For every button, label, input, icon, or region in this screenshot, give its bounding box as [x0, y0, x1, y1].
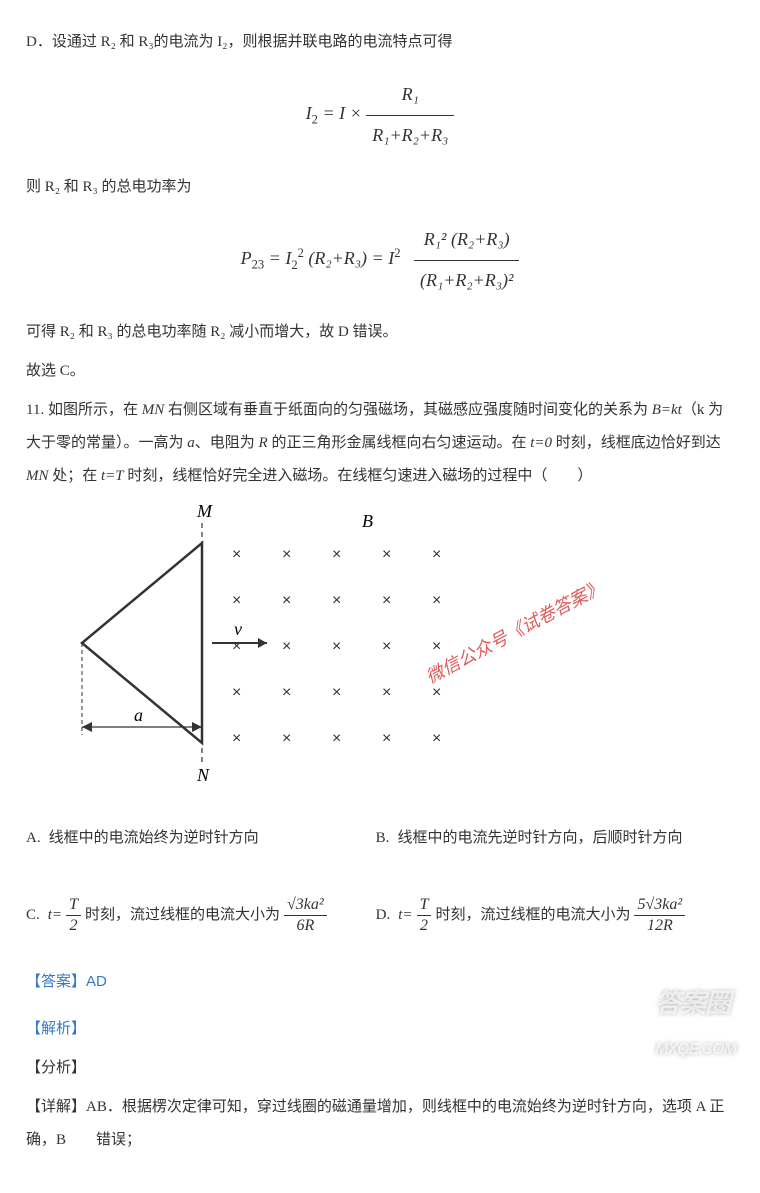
corner-watermark: 答案圈 MXQE.COM — [655, 975, 736, 1067]
option-B-text: 线框中的电流先逆时针方向，后顺时针方向 — [397, 822, 682, 855]
answer-value: AD — [86, 973, 107, 990]
svg-text:×: × — [432, 546, 441, 563]
svg-text:×: × — [332, 592, 341, 609]
svg-text:×: × — [232, 546, 241, 563]
paragraph-D-conclusion: 可得 R₂ 和 R₃ 的总电功率随 R₂ 减小而增大，故 D 错误。 — [26, 316, 734, 349]
svg-text:×: × — [232, 592, 241, 609]
svg-text:×: × — [382, 592, 391, 609]
v-label: v — [234, 619, 242, 639]
option-D-label: D. — [376, 899, 391, 932]
option-B-label: B. — [376, 822, 390, 855]
detail-row: 【详解】AB．根据楞次定律可知，穿过线圈的磁通量增加，则线框中的电流始终为逆时针… — [26, 1091, 734, 1157]
option-A: A. 线框中的电流始终为逆时针方向 — [26, 822, 352, 855]
option-C-frac1: T 2 — [66, 895, 81, 934]
svg-text:×: × — [432, 592, 441, 609]
numerator: R₁ — [366, 75, 454, 116]
a-dim-arrow-right — [192, 722, 202, 732]
paragraph-power-intro: 则 R₂ 和 R₃ 的总电功率为 — [26, 171, 734, 204]
detail-text: AB．根据楞次定律可知，穿过线圈的磁通量增加，则线框中的电流始终为逆时针方向，选… — [26, 1099, 724, 1148]
corner-wm-line2: MXQE.COM — [655, 1032, 736, 1067]
q11-figure: M N B ××××× ××××× ××××× ××××× ××××× v a … — [62, 503, 734, 796]
eq: = I × — [322, 103, 366, 123]
option-C-mid: 时刻，流过线框的电流大小为 — [85, 899, 280, 932]
option-D-prefix: t= — [398, 899, 412, 932]
option-C-result: √3ka² 6R — [284, 895, 327, 934]
paren1: (R₂+R₃) = I — [308, 248, 394, 268]
M-label: M — [196, 503, 213, 521]
option-D-result: 5√3ka² 12R — [634, 895, 685, 934]
numerator: R₁² (R₂+R₃) — [414, 220, 519, 261]
svg-text:×: × — [332, 638, 341, 655]
svg-text:×: × — [282, 546, 291, 563]
q11-options: A. 线框中的电流始终为逆时针方向 B. 线框中的电流先逆时针方向，后顺时针方向… — [26, 822, 734, 934]
corner-wm-line1: 答案圈 — [655, 975, 736, 1032]
paragraph-final-answer-prev: 故选 C。 — [26, 355, 734, 388]
fenxi-label: 【分析】 — [26, 1052, 734, 1085]
svg-text:×: × — [332, 684, 341, 701]
option-D-mid: 时刻，流过线框的电流大小为 — [435, 899, 630, 932]
fraction: R₁ R₁+R₂+R₃ — [366, 75, 454, 155]
denominator: R₁+R₂+R₃ — [366, 116, 454, 156]
option-C-label: C. — [26, 899, 40, 932]
a-dim-arrow-left — [82, 722, 92, 732]
svg-text:×: × — [382, 638, 391, 655]
svg-text:×: × — [432, 730, 441, 747]
paragraph-optD: D．设通过 R₂ 和 R₃的电流为 I₂，则根据并联电路的电流特点可得 — [26, 26, 734, 59]
fraction: R₁² (R₂+R₃) (R₁+R₂+R₃)² — [414, 220, 519, 300]
eq1: = I — [269, 248, 292, 268]
svg-text:×: × — [382, 730, 391, 747]
lhs: I2 — [306, 103, 318, 123]
svg-text:×: × — [332, 546, 341, 563]
svg-text:×: × — [282, 684, 291, 701]
analysis-label: 【解析】 — [26, 1013, 734, 1046]
svg-text:×: × — [232, 684, 241, 701]
v-arrow-head — [258, 638, 267, 648]
option-D: D. t= T 2 时刻，流过线框的电流大小为 5√3ka² 12R — [376, 895, 702, 934]
svg-text:×: × — [382, 684, 391, 701]
diagram-svg: M N B ××××× ××××× ××××× ××××× ××××× v a — [62, 503, 482, 783]
lhs: P23 — [241, 248, 265, 268]
denominator: (R₁+R₂+R₃)² — [414, 261, 519, 301]
option-C-prefix: t= — [48, 899, 62, 932]
answer-row: 【答案】AD — [26, 965, 734, 999]
svg-text:×: × — [282, 592, 291, 609]
option-A-text: 线框中的电流始终为逆时针方向 — [49, 822, 259, 855]
option-D-frac1: T 2 — [417, 895, 432, 934]
field-crosses: ××××× ××××× ××××× ××××× ××××× — [232, 546, 441, 747]
answer-label: 【答案】 — [26, 974, 86, 990]
q11-stem: 11. 如图所示，在 MN 右侧区域有垂直于纸面向的匀强磁场，其磁感应强度随时间… — [26, 394, 734, 493]
option-B: B. 线框中的电流先逆时针方向，后顺时针方向 — [376, 822, 702, 855]
svg-text:×: × — [282, 730, 291, 747]
svg-text:×: × — [382, 546, 391, 563]
B-label: B — [362, 511, 373, 531]
svg-text:×: × — [232, 638, 241, 655]
formula-P23: P23 = I22 (R₂+R₃) = I2 R₁² (R₂+R₃) (R₁+R… — [26, 220, 734, 300]
svg-text:×: × — [282, 638, 291, 655]
option-C: C. t= T 2 时刻，流过线框的电流大小为 √3ka² 6R — [26, 895, 352, 934]
formula-I2: I2 = I × R₁ R₁+R₂+R₃ — [26, 75, 734, 155]
option-A-label: A. — [26, 822, 41, 855]
svg-text:×: × — [232, 730, 241, 747]
detail-label: 【详解】 — [26, 1099, 86, 1115]
N-label: N — [196, 765, 210, 783]
a-label: a — [134, 705, 143, 725]
svg-text:×: × — [332, 730, 341, 747]
